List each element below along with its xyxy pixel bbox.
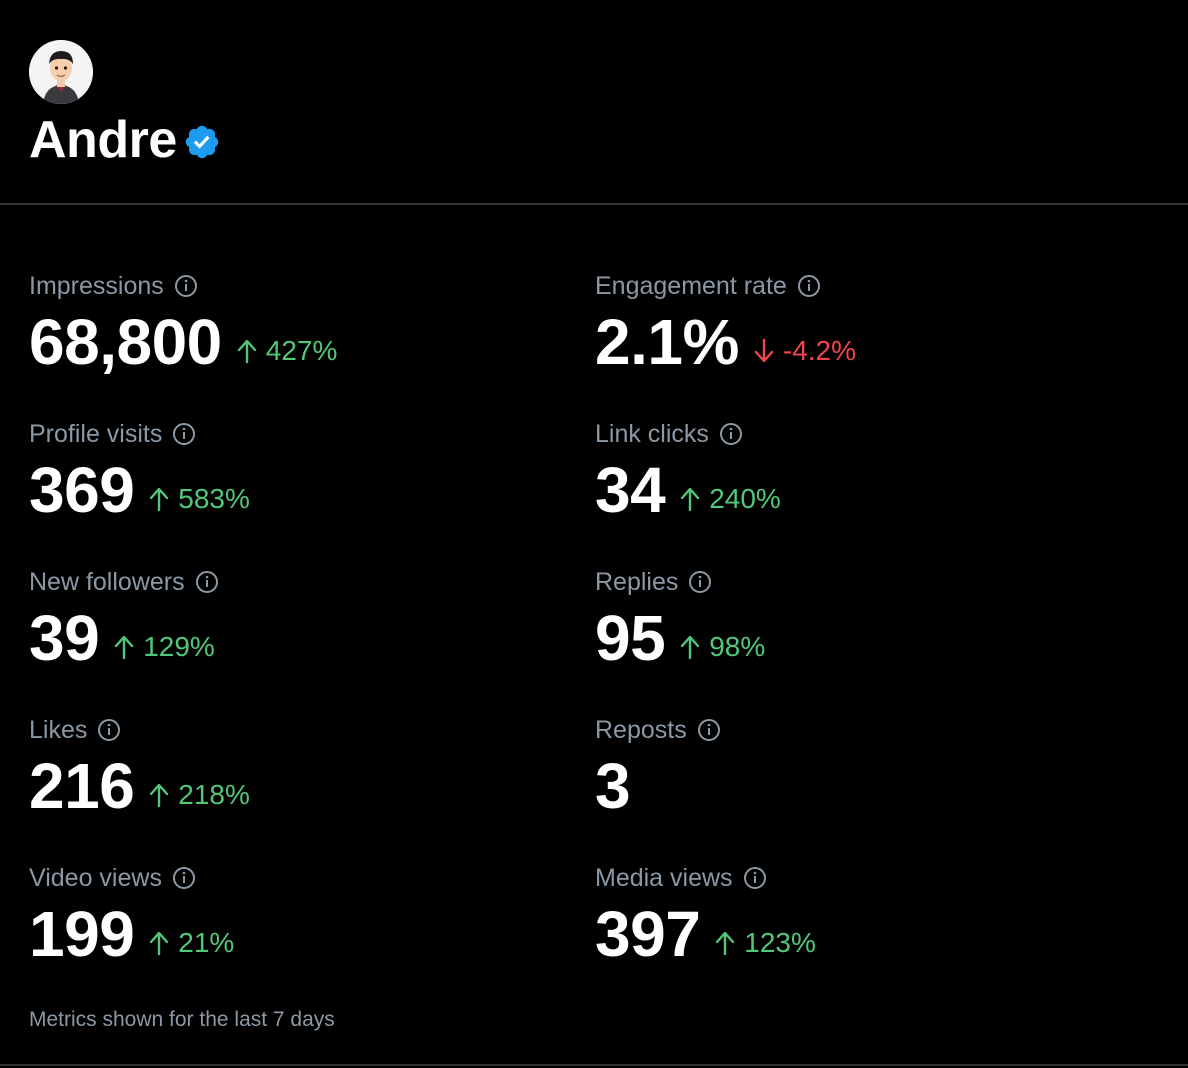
metric-replies: Replies 95 98% <box>595 566 765 675</box>
metric-label-row: Engagement rate <box>595 270 856 302</box>
metric-reposts: Reposts 3 <box>595 714 721 822</box>
metric-label-row: Video views <box>29 862 234 894</box>
metric-value: 3 <box>595 750 631 822</box>
info-icon[interactable] <box>195 570 219 594</box>
divider <box>0 1064 1188 1066</box>
arrow-up-icon <box>714 930 736 956</box>
metric-label: Profile visits <box>29 419 163 448</box>
metric-value: 2.1% <box>595 306 739 378</box>
arrow-down-icon <box>753 338 775 364</box>
metric-value-row: 397 123% <box>595 898 816 970</box>
metric-change: 21% <box>148 927 234 959</box>
metric-change-value: 98% <box>709 631 766 662</box>
metric-video-views: Video views 199 21% <box>29 862 234 971</box>
verified-badge-icon <box>183 123 221 161</box>
info-icon[interactable] <box>743 866 767 890</box>
info-icon[interactable] <box>172 866 196 890</box>
arrow-up-icon <box>148 782 170 808</box>
metric-label: Impressions <box>29 271 164 300</box>
metric-change-value: 21% <box>178 927 235 958</box>
info-icon[interactable] <box>172 422 196 446</box>
metric-change: 129% <box>113 631 215 663</box>
metric-change: 240% <box>679 483 781 515</box>
metric-change: 98% <box>679 631 765 663</box>
profile-header: Andre <box>0 0 1188 205</box>
metric-value-row: 95 98% <box>595 602 765 674</box>
metric-change-value: 427% <box>265 335 338 366</box>
metric-label-row: Impressions <box>29 270 337 302</box>
metric-label: Link clicks <box>595 419 709 448</box>
info-icon[interactable] <box>174 274 198 298</box>
profile-name-row: Andre <box>29 110 221 170</box>
arrow-up-icon <box>679 486 701 512</box>
metric-value-row: 68,800 427% <box>29 306 337 378</box>
metric-change: 427% <box>236 335 338 367</box>
metric-value: 216 <box>29 750 135 822</box>
info-icon[interactable] <box>688 570 712 594</box>
avatar[interactable] <box>29 40 93 104</box>
info-icon[interactable] <box>797 274 821 298</box>
metric-new-followers: New followers 39 129% <box>29 566 219 674</box>
info-icon[interactable] <box>697 718 721 742</box>
metric-impressions: Impressions 68,800 427% <box>29 270 337 379</box>
metric-link-clicks: Link clicks 34 240% <box>595 418 781 527</box>
metric-value-row: 199 21% <box>29 898 234 970</box>
metric-value-row: 2.1% -4.2% <box>595 306 856 378</box>
arrow-up-icon <box>236 338 258 364</box>
info-icon[interactable] <box>719 422 743 446</box>
metric-value: 199 <box>29 898 135 970</box>
metric-label: New followers <box>29 567 185 596</box>
metric-change: 218% <box>148 779 250 811</box>
metric-label: Replies <box>595 567 679 596</box>
metric-value: 369 <box>29 454 135 526</box>
metric-value-row: 34 240% <box>595 454 781 526</box>
arrow-up-icon <box>113 634 135 660</box>
metric-label-row: Reposts <box>595 714 721 746</box>
metric-likes: Likes 216 218% <box>29 714 250 823</box>
metrics-footer-note: Metrics shown for the last 7 days <box>29 1008 335 1031</box>
metric-change-value: 218% <box>178 779 250 810</box>
metric-change: 583% <box>148 483 250 515</box>
metric-change: -4.2% <box>753 335 856 367</box>
metric-value-row: 39 129% <box>29 602 219 674</box>
metric-value: 397 <box>595 898 701 970</box>
metric-label: Likes <box>29 715 88 744</box>
arrow-up-icon <box>148 930 170 956</box>
metric-value: 95 <box>595 602 666 674</box>
metric-value: 39 <box>29 602 100 674</box>
metric-value: 68,800 <box>29 306 222 378</box>
metric-label-row: Link clicks <box>595 418 781 450</box>
metric-engagement-rate: Engagement rate 2.1% -4.2% <box>595 270 856 379</box>
metric-profile-visits: Profile visits 369 583% <box>29 418 250 527</box>
metric-change: 123% <box>714 927 816 959</box>
metric-value-row: 369 583% <box>29 454 250 526</box>
metric-change-value: -4.2% <box>782 335 857 366</box>
metric-value-row: 3 <box>595 750 721 822</box>
memoji-avatar-icon <box>29 40 93 104</box>
arrow-up-icon <box>679 634 701 660</box>
metric-label: Media views <box>595 863 733 892</box>
metric-media-views: Media views 397 123% <box>595 862 816 971</box>
metric-label: Engagement rate <box>595 271 787 300</box>
profile-name[interactable]: Andre <box>29 111 177 169</box>
metric-value-row: 216 218% <box>29 750 250 822</box>
metric-value: 34 <box>595 454 666 526</box>
info-icon[interactable] <box>97 718 121 742</box>
metric-label-row: Replies <box>595 566 765 598</box>
metric-change-value: 240% <box>709 483 781 514</box>
metric-label: Reposts <box>595 715 687 744</box>
metric-label-row: Profile visits <box>29 418 250 450</box>
metric-label-row: Likes <box>29 714 250 746</box>
metric-change-value: 123% <box>744 927 816 958</box>
metric-label-row: New followers <box>29 566 219 598</box>
metric-label-row: Media views <box>595 862 816 894</box>
metric-change-value: 129% <box>143 631 215 662</box>
arrow-up-icon <box>148 486 170 512</box>
metric-label: Video views <box>29 863 162 892</box>
metric-change-value: 583% <box>178 483 250 514</box>
